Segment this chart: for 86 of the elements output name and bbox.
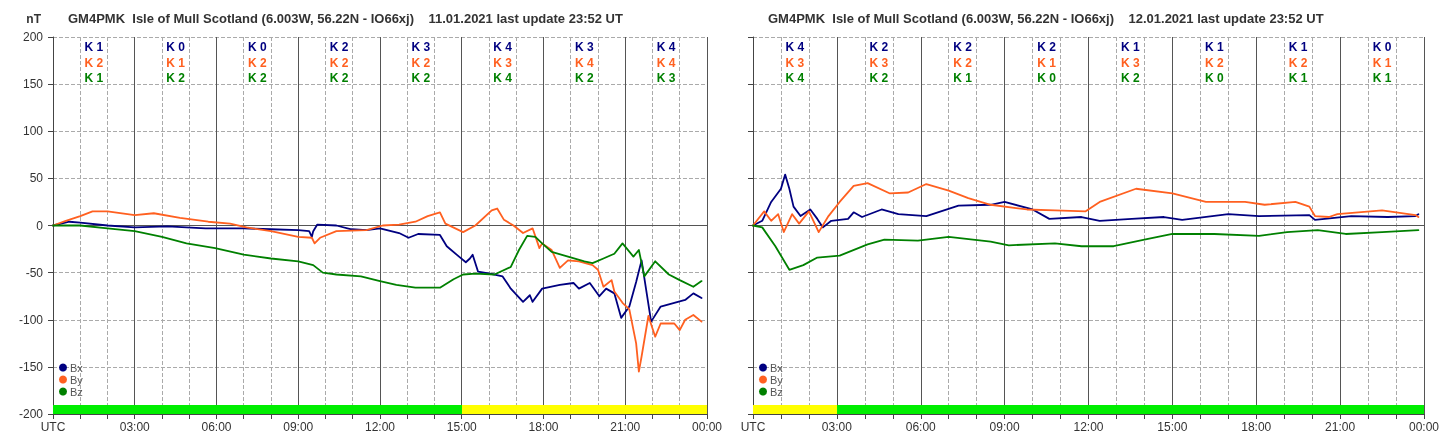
x-tick-label: 12:00 bbox=[364, 420, 396, 434]
annotation: K 1 bbox=[84, 40, 104, 54]
x-tick-label: 15:00 bbox=[1157, 420, 1188, 434]
x-tick-label: 18:00 bbox=[528, 420, 559, 434]
annotation: K 4 bbox=[575, 55, 595, 70]
y-tick-label: 100 bbox=[22, 124, 44, 139]
x-tick-label: 18:00 bbox=[1241, 420, 1272, 434]
x-tick-label: 12:00 bbox=[1073, 420, 1104, 434]
annotation: K 2 bbox=[411, 55, 431, 70]
annotation: K 2 bbox=[329, 71, 349, 85]
annotation: K 4 bbox=[656, 55, 676, 70]
annotation: K 2 bbox=[166, 71, 186, 85]
y-tick-label: -50 bbox=[25, 265, 44, 280]
annotation: K 1 bbox=[1372, 71, 1392, 85]
y-axis-title: nT bbox=[26, 12, 42, 26]
annotation: K 2 bbox=[248, 71, 268, 85]
annotation: K 1 bbox=[953, 71, 973, 85]
annotation: K 2 bbox=[1204, 55, 1224, 70]
x-tick-label: 06:00 bbox=[905, 420, 937, 434]
x-tick-label: 09:00 bbox=[283, 420, 314, 434]
annotation: K 0 bbox=[248, 40, 268, 54]
y-tick-label: 50 bbox=[29, 171, 44, 186]
annotation: K 0 bbox=[1204, 71, 1224, 85]
legend-label: By bbox=[70, 373, 84, 386]
annotation: K 4 bbox=[785, 40, 805, 54]
legend-label: Bz bbox=[70, 385, 83, 398]
annotation: K 2 bbox=[953, 40, 973, 54]
annotation: K 2 bbox=[1037, 40, 1057, 54]
legend-label: By bbox=[770, 373, 784, 386]
annotation: K 2 bbox=[84, 55, 104, 70]
annotation: K 0 bbox=[1037, 71, 1057, 85]
x-tick-label: 00:00 bbox=[1408, 420, 1440, 434]
annotation: K 3 bbox=[656, 71, 676, 85]
y-tick-label: 200 bbox=[22, 30, 44, 44]
line-series bbox=[52, 224, 703, 289]
x-tick-label: 06:00 bbox=[201, 420, 232, 434]
annotation: K 3 bbox=[411, 40, 431, 54]
annotation: K 1 bbox=[1372, 55, 1392, 70]
annotation: K 1 bbox=[1204, 40, 1224, 54]
annotation: K 0 bbox=[1372, 40, 1392, 54]
annotation: K 4 bbox=[656, 40, 676, 54]
annotation: K 3 bbox=[785, 55, 805, 70]
annotation: K 4 bbox=[493, 40, 513, 54]
annotation: K 3 bbox=[869, 55, 889, 70]
x-tick-label: 21:00 bbox=[610, 420, 641, 434]
legend-label: Bx bbox=[770, 361, 784, 374]
annotation: K 0 bbox=[166, 40, 186, 54]
annotation: K 1 bbox=[1121, 40, 1141, 54]
x-tick-label: 00:00 bbox=[691, 420, 723, 434]
annotation: K 2 bbox=[869, 71, 889, 85]
annotation: K 2 bbox=[575, 71, 595, 85]
x-tick-label: UTC bbox=[740, 420, 766, 434]
annotation: K 2 bbox=[248, 55, 268, 70]
annotation: K 1 bbox=[166, 55, 186, 70]
x-tick-label: 03:00 bbox=[119, 420, 151, 434]
annotation: K 1 bbox=[1288, 71, 1308, 85]
legend-label: Bx bbox=[70, 361, 84, 374]
x-tick-label: 15:00 bbox=[446, 420, 478, 434]
annotation: K 3 bbox=[493, 55, 513, 70]
annotation: K 4 bbox=[493, 71, 513, 85]
annotation: K 1 bbox=[1037, 55, 1057, 70]
annotation: K 2 bbox=[329, 40, 349, 54]
y-tick-label: 0 bbox=[36, 218, 44, 233]
annotation: K 3 bbox=[575, 40, 595, 54]
annotation: K 4 bbox=[785, 71, 805, 85]
line-series bbox=[52, 207, 703, 373]
annotation: K 2 bbox=[1121, 71, 1141, 85]
chart-title: GM4PMK Isle of Mull Scotland (6.003W, 56.22N - IO66xj) 12.01.2021 last update 23:52 UT bbox=[768, 11, 1324, 26]
chart-title: GM4PMK Isle of Mull Scotland (6.003W, 56.22N - IO66xj) 11.01.2021 last update 23:52 UT bbox=[68, 11, 623, 26]
legend-label: Bz bbox=[770, 385, 783, 398]
annotation: K 2 bbox=[1288, 55, 1308, 70]
annotation: K 1 bbox=[1288, 40, 1308, 54]
annotation: K 3 bbox=[1121, 55, 1141, 70]
annotation: K 1 bbox=[84, 71, 104, 85]
x-tick-label: 21:00 bbox=[1325, 420, 1356, 434]
annotation: K 2 bbox=[869, 40, 889, 54]
y-tick-label: -200 bbox=[18, 407, 44, 421]
annotation: K 2 bbox=[411, 71, 431, 85]
y-tick-label: -150 bbox=[18, 359, 44, 374]
y-tick-label: -100 bbox=[18, 312, 44, 327]
y-tick-label: 150 bbox=[22, 77, 44, 92]
annotation: K 2 bbox=[953, 55, 973, 70]
x-tick-label: 03:00 bbox=[821, 420, 853, 434]
x-tick-label: 09:00 bbox=[989, 420, 1020, 434]
x-tick-label: UTC bbox=[40, 420, 66, 434]
annotation: K 2 bbox=[329, 55, 349, 70]
